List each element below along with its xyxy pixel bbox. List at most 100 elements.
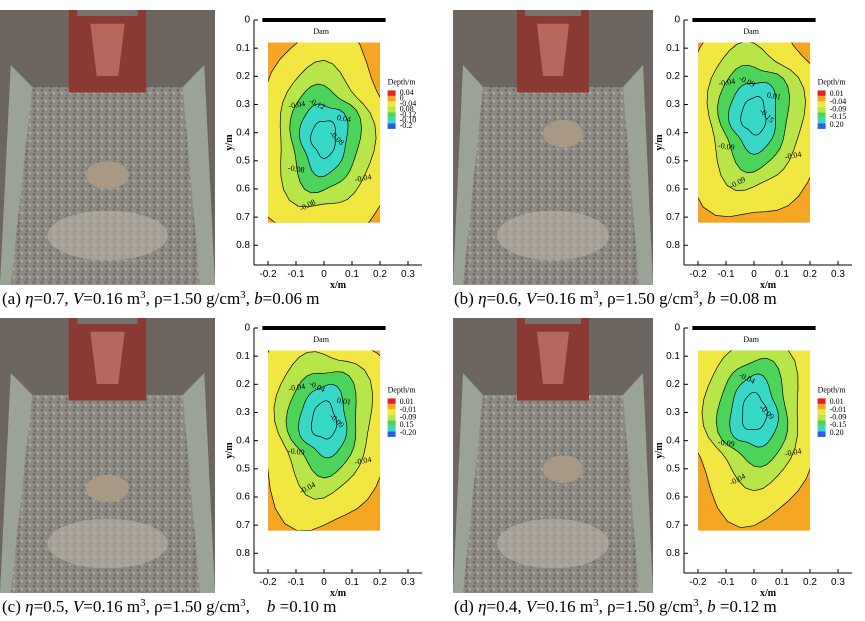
legend-swatch	[818, 118, 826, 124]
x-tick-label: -0.2	[689, 269, 707, 280]
y-axis-label: y/m	[224, 442, 235, 459]
y-tick-label: 0.7	[236, 520, 250, 531]
y-tick-label: 0.7	[666, 520, 680, 531]
x-tick-label: 0	[751, 577, 757, 588]
x-tick-label: -0.1	[717, 577, 735, 588]
y-tick-label: 0.5	[236, 463, 250, 474]
legend-swatch	[818, 431, 826, 437]
x-tick-label: 0.3	[831, 577, 845, 588]
contour-field	[255, 312, 400, 531]
caption-part: =0.16 m	[536, 597, 593, 616]
caption-part: ,	[699, 597, 708, 616]
panel: -0.04-0.09-0.04-0.09-0.04Dam00.10.20.30.…	[453, 311, 852, 616]
dam-label: Dam	[313, 335, 329, 344]
y-axis-label: y/m	[224, 134, 235, 151]
y-tick-label: 0.6	[666, 184, 680, 195]
legend-title: Depth/m	[818, 77, 847, 86]
scour-deposit	[47, 211, 167, 261]
y-tick-label: 0.3	[236, 407, 250, 418]
legend-swatch	[818, 123, 826, 129]
legend-label: 0.20	[830, 120, 844, 129]
scour-hole	[543, 456, 583, 484]
contour-field	[253, 23, 398, 239]
x-tick-label: 0.2	[373, 269, 387, 280]
y-tick-label: 0.2	[236, 71, 250, 82]
x-tick-label: -0.2	[259, 577, 277, 588]
caption-part: η	[478, 597, 486, 616]
legend-swatch	[388, 101, 396, 107]
caption-part: (c)	[2, 597, 25, 616]
caption-part: =0.5,	[34, 597, 73, 616]
x-tick-label: 0	[321, 577, 327, 588]
caption: (c) η=0.5, V=0.16 m3, ρ=1.50 g/cm3, b =0…	[2, 597, 336, 616]
x-tick-label: 0	[751, 269, 757, 280]
legend-swatch	[388, 96, 396, 102]
legend-label: -0.2	[400, 121, 413, 130]
dam-top	[525, 10, 581, 16]
dam-top	[525, 318, 581, 324]
y-tick-label: 0.1	[236, 351, 250, 362]
legend-title: Depth/m	[818, 385, 847, 394]
y-tick-label: 0	[244, 323, 250, 334]
y-tick-label: 0.3	[236, 99, 250, 110]
y-tick-label: 0.3	[666, 407, 680, 418]
caption-part: (b)	[454, 289, 478, 308]
x-tick-label: 0.2	[373, 577, 387, 588]
x-tick-label: -0.1	[287, 577, 305, 588]
y-tick-label: 0.8	[236, 548, 250, 559]
caption-part: =0.08 m	[716, 289, 777, 308]
y-tick-label: 0.2	[666, 379, 680, 390]
x-tick-label: -0.1	[717, 269, 735, 280]
y-tick-label: 0.1	[666, 351, 680, 362]
legend-swatch	[818, 101, 826, 107]
legend-swatch	[388, 123, 396, 129]
caption-part: =0.06 m	[263, 289, 320, 308]
y-tick-label: 0.5	[666, 463, 680, 474]
legend-swatch	[388, 112, 396, 118]
y-tick-label: 0	[244, 15, 250, 26]
y-tick-label: 0.7	[236, 212, 250, 223]
y-axis-label: y/m	[654, 134, 665, 151]
panel: -0.04-0.09-0.04-0.09-0.04-0.040.01Dam00.…	[0, 312, 422, 617]
y-tick-label: 0.4	[666, 435, 680, 446]
dam-label: Dam	[313, 27, 329, 36]
figure: -0.04-0.08-0.12-0.08-0.08-0.040.04Dam00.…	[0, 0, 865, 621]
caption-part: η	[25, 597, 33, 616]
y-tick-label: 0.8	[236, 240, 250, 251]
legend-swatch	[388, 426, 396, 432]
caption: (d) η=0.4, V=0.16 m3, ρ=1.50 g/cm3, b =0…	[454, 597, 777, 616]
y-tick-label: 0.4	[236, 435, 250, 446]
legend-title: Depth/m	[388, 77, 417, 86]
caption-part: =0.16 m	[83, 597, 140, 616]
x-tick-label: -0.2	[689, 577, 707, 588]
legend-swatch	[818, 90, 826, 96]
legend-title: Depth/m	[388, 385, 417, 394]
dam-top	[77, 318, 137, 324]
caption-part: , ρ=1.50 g/cm	[599, 597, 694, 616]
y-axis-label: y/m	[654, 442, 665, 459]
legend-label: 0.20	[830, 428, 844, 437]
caption-part: η	[478, 289, 486, 308]
legend-swatch	[818, 96, 826, 102]
x-tick-label: -0.1	[287, 269, 305, 280]
legend-swatch	[388, 431, 396, 437]
y-tick-label: 0.1	[236, 43, 250, 54]
caption-part: b	[707, 597, 716, 616]
legend-swatch	[818, 107, 826, 113]
legend-swatch	[818, 398, 826, 404]
caption-part: =0.12 m	[716, 597, 777, 616]
caption-part: ,	[246, 289, 255, 308]
y-tick-label: 0.7	[666, 212, 680, 223]
legend-swatch	[388, 90, 396, 96]
caption-part: (a)	[2, 289, 25, 308]
legend-swatch	[388, 118, 396, 124]
caption-part: =0.16 m	[536, 289, 593, 308]
legend-swatch	[388, 107, 396, 113]
scour-deposit	[47, 519, 167, 569]
legend-swatch	[818, 112, 826, 118]
x-axis-label: x/m	[330, 280, 347, 291]
legend-swatch	[388, 415, 396, 421]
caption-part: b	[254, 289, 263, 308]
caption: (b) η=0.6, V=0.16 m3, ρ=1.50 g/cm3, b =0…	[454, 289, 777, 308]
x-tick-label: 0.2	[803, 269, 817, 280]
